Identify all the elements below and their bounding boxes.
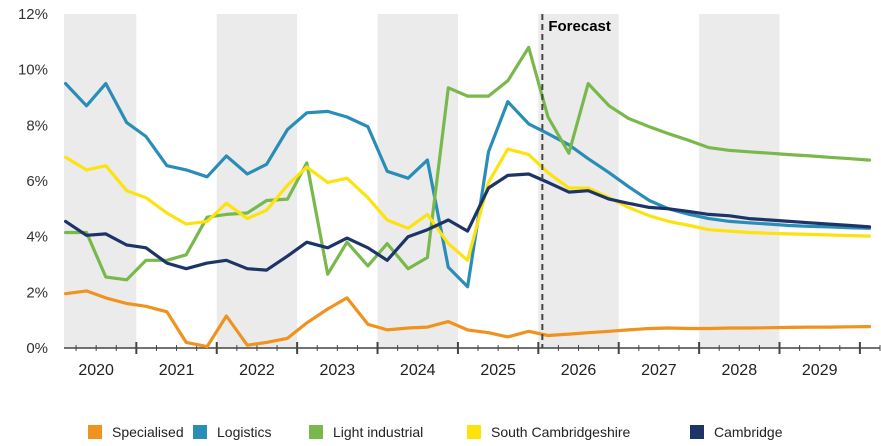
series-line-logistics	[63, 81, 872, 289]
x-tick-label: 2029	[802, 362, 838, 379]
legend-item: Specialised	[88, 424, 184, 440]
year-band-2020	[64, 14, 137, 348]
legend-label: South Cambridgeshire	[491, 424, 631, 440]
y-tick-label: 10%	[18, 62, 48, 79]
year-band-2022	[216, 14, 298, 348]
x-tick-label: 2022	[239, 362, 275, 379]
y-tick-label: 8%	[26, 117, 48, 134]
line-chart: 0% 2% 4% 6% 8% 10% 12% 2020 2021 2022 2023 2024 2025…	[18, 6, 881, 379]
year-band-2026	[538, 14, 619, 348]
legend-item: Cambridge	[690, 424, 782, 440]
series-line-specialised	[63, 289, 872, 349]
year-band-2024	[377, 14, 458, 348]
y-tick-label: 0%	[26, 340, 48, 357]
legend-label: Specialised	[112, 424, 184, 440]
series-line-light-industrial	[63, 45, 872, 282]
legend-item: Light industrial	[309, 424, 423, 440]
x-tick-label: 2026	[561, 362, 597, 379]
x-tick-label: 2021	[159, 362, 195, 379]
legend-label: Logistics	[217, 424, 272, 440]
x-tick-label: 2027	[641, 362, 677, 379]
year-bands	[64, 14, 780, 348]
y-tick-label: 2%	[26, 284, 48, 301]
x-tick-label: 2024	[400, 362, 436, 379]
legend-swatch	[690, 425, 704, 439]
legend-swatch	[88, 425, 102, 439]
legend-swatch	[309, 425, 323, 439]
y-tick-label: 12%	[18, 6, 48, 23]
axes: 0% 2% 4% 6% 8% 10% 12% 2020 2021 2022 2023 2024 2025…	[18, 6, 881, 379]
series-line-south-cambridgeshire	[63, 147, 872, 262]
y-tick-label: 6%	[26, 173, 48, 190]
legend-swatch	[193, 425, 207, 439]
chart-legend: Specialised Logistics Light industrial Sout…	[0, 424, 881, 444]
forecast-marker: Forecast	[541, 14, 611, 348]
y-tick-label: 4%	[26, 229, 48, 246]
legend-item: Logistics	[193, 424, 271, 440]
legend-label: Light industrial	[333, 424, 424, 440]
series-lines	[63, 45, 872, 349]
x-tick-label: 2023	[320, 362, 356, 379]
x-tick-label: 2020	[78, 362, 114, 379]
legend-label: Cambridge	[714, 424, 783, 440]
series-line-cambridge	[63, 172, 872, 272]
x-tick-label: 2025	[480, 362, 516, 379]
legend-swatch	[467, 425, 481, 439]
legend-item: South Cambridgeshire	[467, 424, 630, 440]
forecast-label: Forecast	[548, 18, 611, 35]
year-band-2028	[699, 14, 780, 348]
x-tick-label: 2028	[722, 362, 758, 379]
